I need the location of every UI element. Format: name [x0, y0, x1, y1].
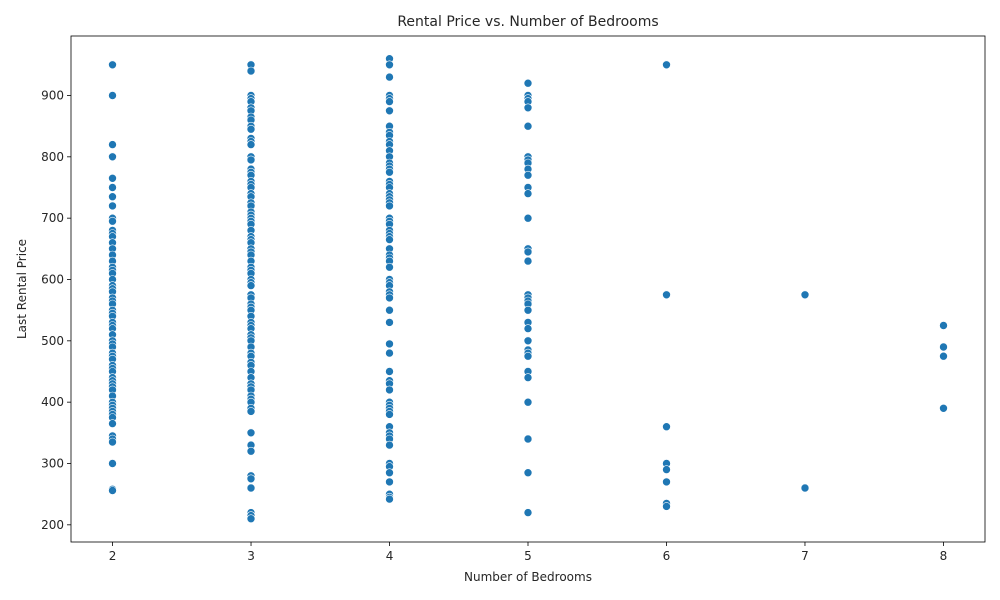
data-point [385, 97, 394, 106]
data-point [523, 189, 533, 198]
data-point [246, 474, 256, 484]
data-point [939, 351, 948, 361]
data-point [523, 324, 533, 333]
data-point [385, 293, 394, 303]
y-tick-label: 300 [41, 456, 64, 470]
data-point [523, 351, 533, 361]
y-tick-label: 600 [41, 272, 64, 286]
data-point [108, 152, 117, 162]
data-point [662, 60, 671, 70]
data-point [523, 508, 533, 517]
data-point [385, 60, 394, 70]
data-point [385, 305, 394, 315]
data-point [385, 367, 394, 376]
y-tick-label: 900 [41, 88, 64, 102]
data-point [523, 373, 533, 382]
data-point [523, 247, 533, 257]
data-point [385, 201, 394, 211]
data-point [523, 78, 533, 88]
data-point [523, 397, 533, 407]
data-point [662, 477, 671, 487]
data-point [385, 235, 394, 244]
data-point [523, 305, 533, 315]
y-tick-label: 700 [41, 211, 64, 225]
data-point [108, 437, 117, 447]
data-point [523, 170, 533, 180]
data-point [662, 465, 671, 474]
y-tick-label: 400 [41, 395, 64, 409]
data-point [108, 174, 117, 183]
data-point [108, 486, 117, 495]
x-tick-label: 2 [109, 549, 117, 563]
data-point [523, 213, 533, 223]
data-point [939, 342, 948, 352]
points-layer [108, 54, 948, 524]
data-point [246, 281, 256, 290]
data-point [385, 494, 394, 504]
x-axis-ticks: 2 3 4 5 6 7 8 [109, 542, 948, 563]
x-axis-label: Number of Bedrooms [464, 570, 592, 584]
data-point [108, 140, 117, 149]
data-point [108, 183, 117, 192]
x-tick-label: 3 [247, 549, 255, 563]
data-point [108, 459, 117, 468]
data-point [385, 477, 394, 487]
data-point [246, 66, 256, 76]
data-point [385, 468, 394, 478]
data-point [523, 468, 533, 478]
data-point [108, 192, 117, 201]
data-point [108, 60, 117, 70]
data-point [246, 155, 256, 165]
data-point [939, 321, 948, 330]
data-point [800, 483, 810, 493]
data-point [385, 318, 394, 327]
data-point [108, 201, 117, 211]
y-axis-label: Last Rental Price [15, 239, 29, 339]
data-point [246, 514, 256, 524]
data-point [108, 419, 117, 428]
data-point [246, 483, 256, 493]
x-tick-label: 5 [524, 549, 532, 563]
data-point [800, 290, 810, 300]
data-point [523, 256, 533, 266]
data-point [385, 348, 394, 358]
data-point [385, 410, 394, 419]
data-point [246, 140, 256, 149]
x-tick-label: 4 [386, 549, 394, 563]
x-tick-label: 6 [663, 549, 671, 563]
data-point [385, 440, 394, 450]
y-tick-label: 200 [41, 518, 64, 532]
data-point [662, 502, 671, 511]
data-point [385, 167, 394, 177]
data-point [939, 403, 948, 413]
y-tick-label: 500 [41, 334, 64, 348]
data-point [108, 91, 117, 100]
data-point [662, 290, 671, 300]
data-point [246, 124, 256, 134]
data-point [385, 72, 394, 82]
data-point [108, 216, 117, 226]
data-point [662, 422, 671, 432]
data-point [246, 407, 256, 416]
data-point [523, 103, 533, 113]
data-point [523, 434, 533, 444]
x-tick-label: 8 [940, 549, 948, 563]
y-axis-ticks: 200 300 400 500 600 700 800 900 [41, 88, 71, 532]
data-point [246, 428, 256, 438]
data-point [385, 385, 394, 395]
data-point [246, 446, 256, 456]
plot-frame [70, 35, 986, 543]
data-point [385, 262, 394, 272]
data-point [385, 339, 394, 349]
chart-title: Rental Price vs. Number of Bedrooms [397, 14, 658, 30]
data-point [523, 121, 533, 131]
y-tick-label: 800 [41, 150, 64, 164]
data-point [523, 336, 533, 346]
x-tick-label: 7 [801, 549, 809, 563]
data-point [385, 106, 394, 116]
